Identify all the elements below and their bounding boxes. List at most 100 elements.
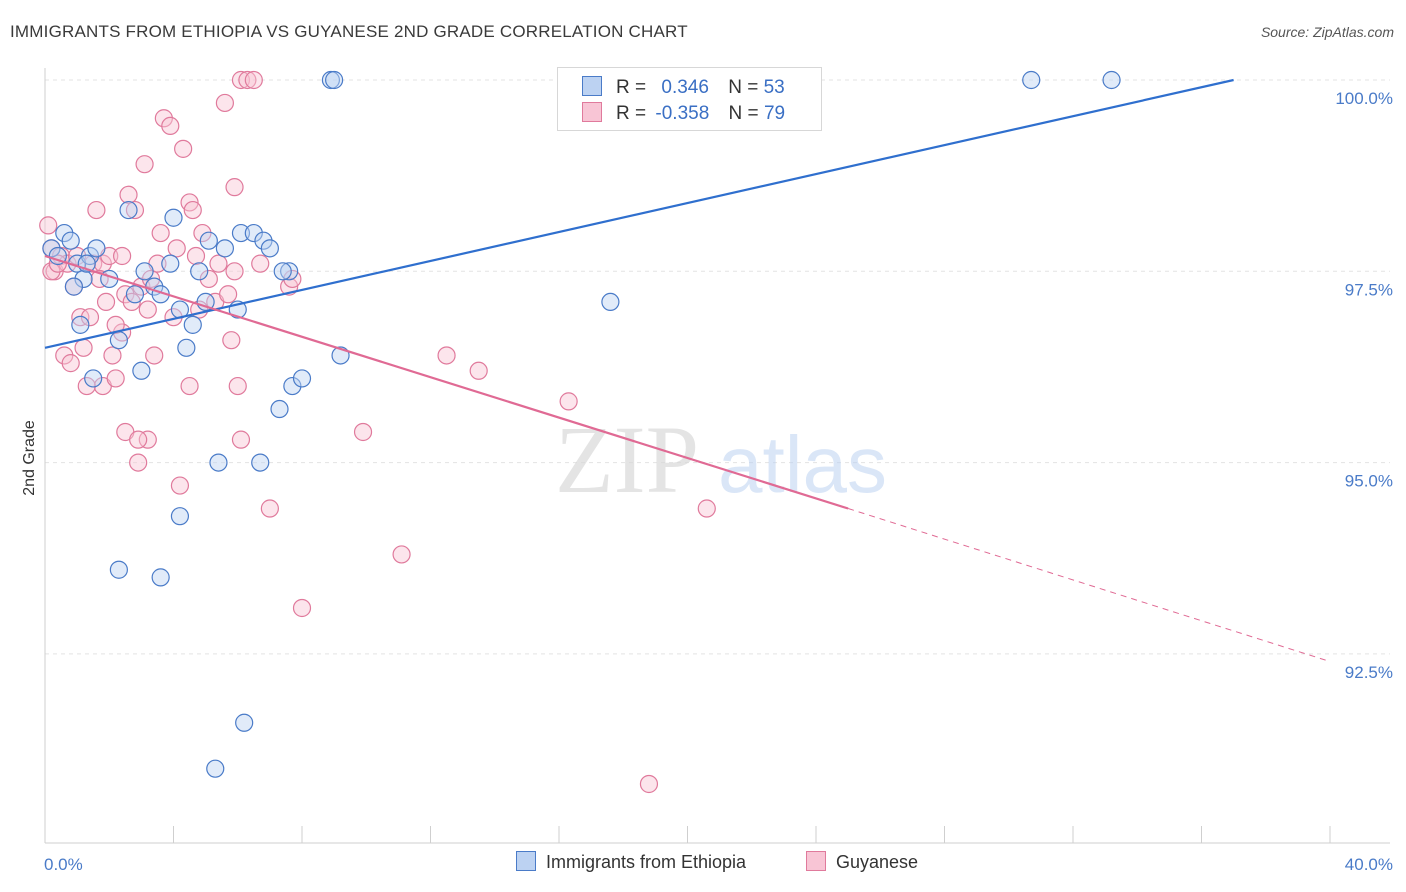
y-axis-label: 2nd Grade bbox=[21, 420, 38, 496]
legend-r-value: -0.358 bbox=[655, 103, 710, 124]
point-guyanese bbox=[292, 598, 312, 618]
grid-lines bbox=[45, 79, 1390, 655]
point-guyanese bbox=[135, 155, 154, 174]
trend-line-guyanese bbox=[44, 254, 849, 510]
point-ethiopia bbox=[235, 713, 254, 732]
point-ethiopia bbox=[215, 239, 234, 258]
point-ethiopia bbox=[283, 376, 302, 396]
point-ethiopia bbox=[151, 568, 170, 587]
point-guyanese bbox=[167, 239, 186, 258]
point-guyanese bbox=[228, 376, 247, 396]
legend-r-label: R = bbox=[616, 103, 647, 124]
point-guyanese bbox=[71, 308, 90, 327]
legend-n-label: N = bbox=[728, 103, 759, 124]
point-ethiopia bbox=[199, 231, 218, 250]
point-guyanese bbox=[559, 392, 578, 411]
point-guyanese bbox=[138, 300, 157, 319]
point-ethiopia bbox=[71, 315, 90, 334]
point-guyanese bbox=[225, 178, 244, 197]
chart-source: Source: ZipAtlas.com bbox=[1260, 24, 1394, 40]
watermark-atlas: atlas bbox=[718, 420, 887, 509]
point-ethiopia bbox=[1102, 70, 1121, 90]
point-ethiopia bbox=[74, 269, 93, 289]
point-guyanese bbox=[106, 369, 125, 388]
point-guyanese bbox=[231, 70, 251, 90]
point-guyanese bbox=[183, 200, 202, 220]
y-tick-label: 95.0% bbox=[1345, 472, 1393, 491]
trend-line-ethiopia bbox=[44, 78, 1234, 349]
y-tick-label: 97.5% bbox=[1345, 280, 1393, 299]
legend-r-value: 0.346 bbox=[661, 77, 709, 98]
point-ethiopia bbox=[260, 239, 279, 258]
point-ethiopia bbox=[601, 292, 620, 312]
point-guyanese bbox=[222, 331, 241, 350]
point-guyanese bbox=[697, 499, 716, 518]
point-guyanese bbox=[231, 430, 251, 449]
point-guyanese bbox=[106, 315, 125, 334]
point-guyanese bbox=[161, 116, 180, 136]
x-tick-label: 40.0% bbox=[1345, 855, 1393, 874]
legend-swatch-blue bbox=[582, 76, 602, 96]
point-guyanese bbox=[112, 246, 132, 266]
point-guyanese bbox=[119, 185, 138, 204]
point-guyanese bbox=[186, 246, 206, 266]
point-guyanese bbox=[260, 499, 279, 518]
point-ethiopia bbox=[161, 254, 180, 273]
legend-item-ethiopia: Immigrants from Ethiopia bbox=[516, 851, 746, 873]
point-ethiopia bbox=[164, 208, 183, 227]
y-tick-label: 100.0% bbox=[1335, 89, 1393, 108]
point-guyanese bbox=[238, 70, 257, 90]
point-ethiopia bbox=[190, 262, 209, 281]
point-guyanese bbox=[151, 223, 170, 243]
point-guyanese bbox=[219, 285, 238, 304]
point-guyanese bbox=[39, 216, 58, 235]
legend-row-guyanese: R = -0.358 N = 79 bbox=[582, 102, 785, 126]
point-guyanese bbox=[244, 70, 263, 90]
point-guyanese bbox=[125, 200, 145, 220]
legend-row-ethiopia: R = 0.346 N = 53 bbox=[582, 76, 785, 100]
point-ethiopia bbox=[64, 277, 84, 296]
point-guyanese bbox=[129, 430, 148, 449]
legend-swatch-blue bbox=[516, 851, 536, 871]
point-ethiopia bbox=[292, 369, 312, 388]
point-guyanese bbox=[80, 308, 100, 327]
legend-swatch-pink bbox=[582, 102, 602, 122]
point-ethiopia bbox=[119, 200, 138, 220]
point-ethiopia bbox=[273, 262, 292, 281]
trend-lines bbox=[44, 78, 1331, 663]
point-ethiopia bbox=[183, 315, 202, 334]
point-guyanese bbox=[215, 93, 234, 113]
point-ethiopia bbox=[177, 338, 196, 357]
legend-r-label: R = bbox=[616, 77, 647, 98]
x-tick-labels: 0.0% 40.0% bbox=[44, 855, 1393, 874]
legend-n-value: 79 bbox=[763, 103, 786, 124]
point-ethiopia bbox=[251, 453, 270, 472]
point-guyanese bbox=[209, 254, 228, 273]
point-guyanese bbox=[96, 292, 116, 312]
point-guyanese bbox=[68, 246, 87, 266]
point-ethiopia bbox=[325, 70, 344, 90]
point-ethiopia bbox=[280, 262, 299, 281]
point-guyanese bbox=[87, 200, 106, 220]
point-ethiopia bbox=[244, 223, 263, 243]
point-ethiopia bbox=[135, 262, 154, 281]
point-guyanese bbox=[170, 476, 190, 495]
point-guyanese bbox=[469, 361, 488, 380]
point-ethiopia bbox=[206, 759, 225, 778]
series-guyanese-points bbox=[39, 70, 716, 794]
point-guyanese bbox=[145, 346, 164, 365]
legend-n-value: 53 bbox=[763, 77, 785, 98]
point-guyanese bbox=[74, 338, 93, 357]
correlation-legend: R = 0.346 N = 53 R = -0.358 N = 79 bbox=[557, 67, 822, 131]
legend-item-guyanese: Guyanese bbox=[806, 851, 918, 873]
point-guyanese bbox=[225, 262, 244, 281]
point-ethiopia bbox=[61, 231, 80, 250]
x-tick-label: 0.0% bbox=[44, 855, 83, 874]
point-guyanese bbox=[437, 346, 456, 365]
series-ethiopia-points bbox=[42, 70, 1121, 778]
legend-swatch-pink bbox=[806, 851, 826, 871]
axes bbox=[44, 68, 1390, 844]
point-guyanese bbox=[174, 139, 193, 158]
point-guyanese bbox=[251, 254, 270, 273]
